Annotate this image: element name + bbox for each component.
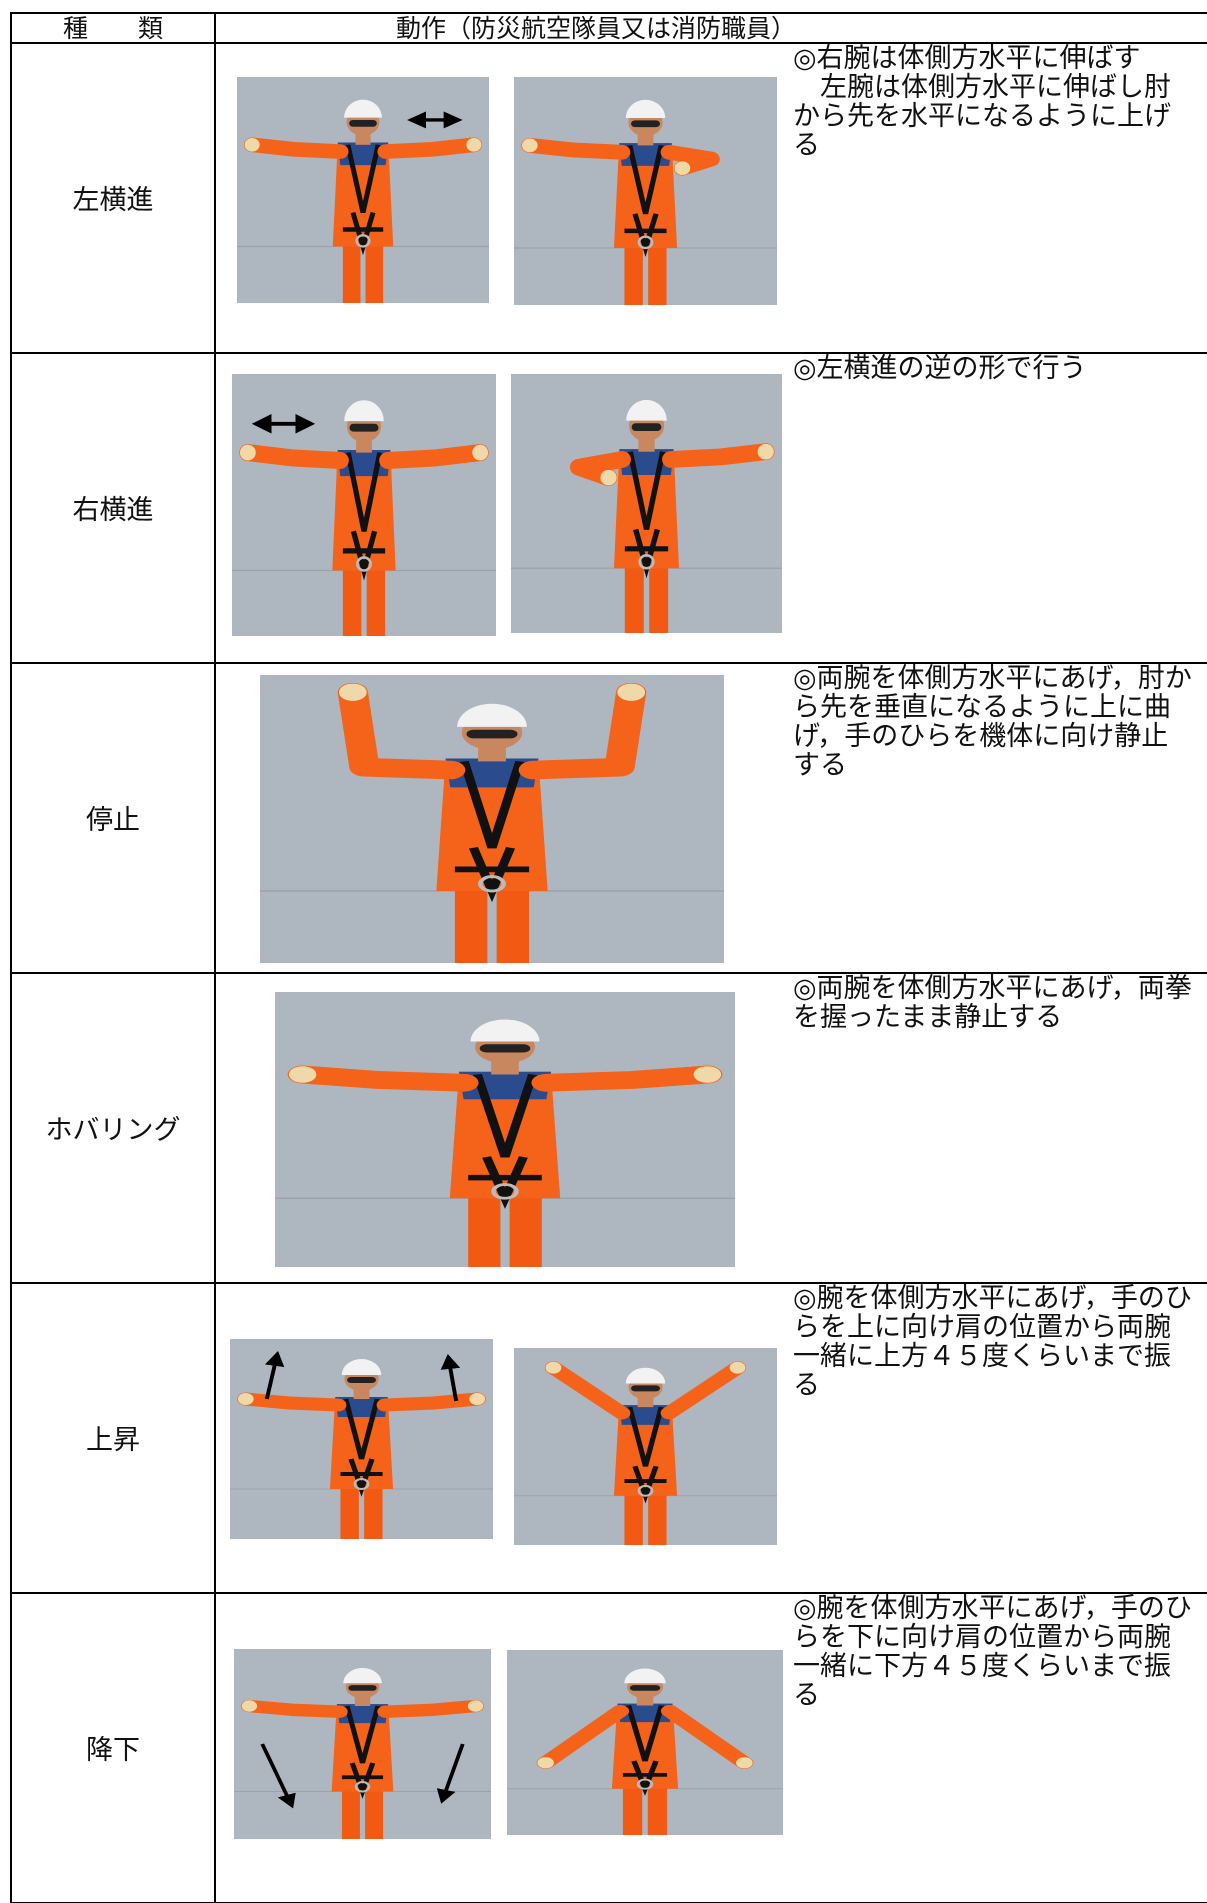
glove xyxy=(617,683,646,701)
description-line: ◎腕を体側方水平にあげ，手のひらを下に向け肩の位置から両腕一緒に下方４５度くらい… xyxy=(793,1593,1192,1711)
arm xyxy=(337,682,466,780)
photo xyxy=(237,77,489,303)
hline xyxy=(10,352,1207,354)
description-line: ◎両腕を体側方水平にあげ，両拳を握ったまま静止する xyxy=(793,973,1192,1033)
glove xyxy=(237,1393,254,1405)
glove xyxy=(241,1700,258,1712)
photo xyxy=(230,1339,493,1539)
glove xyxy=(244,138,260,152)
row-description: ◎腕を体側方水平にあげ，手のひらを下に向け肩の位置から両腕一緒に下方４５度くらい… xyxy=(793,1594,1193,1710)
glove xyxy=(239,444,256,461)
glove xyxy=(600,469,617,486)
photo xyxy=(234,1649,491,1839)
glove xyxy=(466,138,482,152)
glove xyxy=(288,1066,317,1083)
arm xyxy=(660,1361,747,1420)
hline xyxy=(10,1592,1207,1594)
photo xyxy=(232,374,496,636)
glove xyxy=(693,1066,722,1083)
glove xyxy=(757,443,774,460)
arm xyxy=(531,1065,723,1092)
arm xyxy=(241,1699,348,1718)
arm xyxy=(544,1361,631,1420)
arm xyxy=(536,1705,630,1769)
glove xyxy=(469,1393,486,1405)
glove xyxy=(729,1361,746,1374)
arm xyxy=(243,137,349,159)
row-description: ◎右腕は体側方水平に伸ばす 左腕は体側方水平に伸ばし肘から先を水平になるように上… xyxy=(793,44,1193,160)
arm xyxy=(518,682,647,780)
hline xyxy=(10,1282,1207,1284)
hline xyxy=(10,972,1207,974)
table-border xyxy=(10,12,12,1903)
row-type: 上昇 xyxy=(86,1424,140,1456)
row-description: ◎左横進の逆の形で行う xyxy=(793,354,1193,383)
table-border xyxy=(214,12,216,1903)
table-border xyxy=(10,42,1207,44)
row-type: ホバリング xyxy=(45,1114,181,1146)
row-description: ◎両腕を体側方水平にあげ，両拳を握ったまま静止する xyxy=(793,974,1193,1032)
photo xyxy=(511,374,782,633)
row-description: ◎両腕を体側方水平にあげ，肘から先を垂直になるように上に曲げ，手のひらを機体に向… xyxy=(793,664,1193,780)
header-action: 動作（防災航空隊員又は消防職員） xyxy=(395,14,796,43)
row-type: 左横進 xyxy=(72,184,154,216)
hline xyxy=(10,662,1207,664)
row-description: ◎腕を体側方水平にあげ，手のひらを上に向け肩の位置から両腕一緒に上方４５度くらい… xyxy=(793,1284,1193,1400)
arm xyxy=(521,137,631,160)
photo xyxy=(507,1650,783,1835)
row-type: 降下 xyxy=(86,1734,140,1766)
row-type: 停止 xyxy=(86,804,140,836)
arm xyxy=(660,1705,754,1769)
glove xyxy=(338,683,367,701)
arm xyxy=(239,444,349,469)
row-type: 右横進 xyxy=(72,494,154,526)
photo xyxy=(514,1348,777,1545)
glove xyxy=(674,161,691,176)
glove xyxy=(521,138,538,153)
arm xyxy=(569,451,631,487)
header-type: 種 類 xyxy=(62,14,163,43)
arrow xyxy=(260,1743,296,1809)
arrow xyxy=(440,1354,461,1402)
arm xyxy=(287,1065,479,1092)
arm xyxy=(376,1392,486,1412)
arm xyxy=(662,443,775,468)
arrow xyxy=(436,1743,465,1804)
description-line: ◎右腕は体側方水平に伸ばす xyxy=(793,43,1141,74)
glove xyxy=(467,1700,484,1712)
glove xyxy=(537,1757,554,1769)
glove xyxy=(545,1361,562,1374)
photo xyxy=(260,675,724,963)
arm xyxy=(379,444,489,469)
table-border xyxy=(10,12,1207,14)
glove xyxy=(472,444,489,461)
photo xyxy=(275,992,735,1267)
photo xyxy=(514,77,777,305)
description-line: ◎両腕を体側方水平にあげ，肘から先を垂直になるように上に曲げ，手のひらを機体に向… xyxy=(793,663,1192,781)
arm xyxy=(377,1699,484,1718)
arm xyxy=(660,144,720,176)
description-line: ◎腕を体側方水平にあげ，手のひらを上に向け肩の位置から両腕一緒に上方４５度くらい… xyxy=(793,1283,1192,1401)
glove xyxy=(736,1757,753,1769)
description-line: ◎左横進の逆の形で行う xyxy=(793,353,1087,384)
arm xyxy=(377,137,483,159)
arrow xyxy=(264,1351,285,1400)
description-line: 左腕は体側方水平に伸ばし肘から先を水平になるように上げる xyxy=(793,72,1171,161)
arm xyxy=(237,1392,347,1412)
